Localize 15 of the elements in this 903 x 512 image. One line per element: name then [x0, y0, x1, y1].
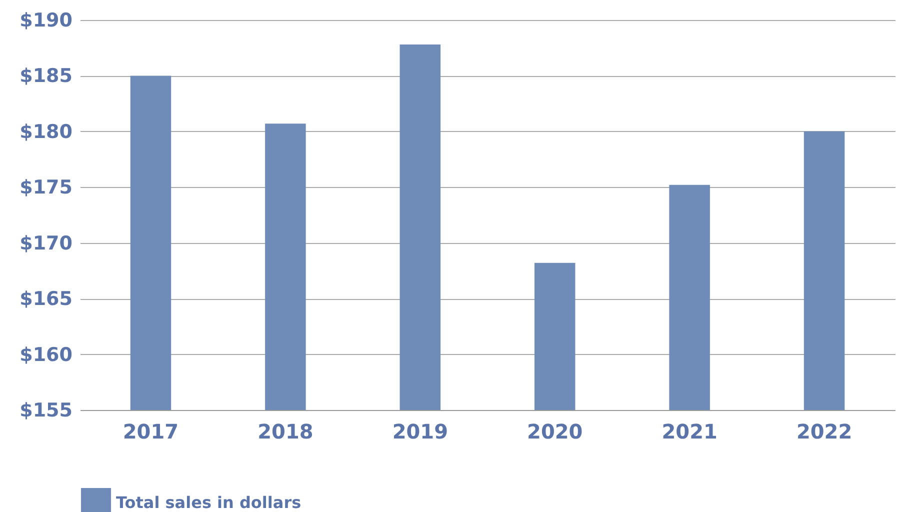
- legend-label: Total sales in dollars: [116, 493, 302, 512]
- y-tick-label: $175: [20, 176, 72, 199]
- y-tick-label: $155: [20, 400, 72, 422]
- x-tick-label: 2017: [122, 420, 179, 444]
- x-tick-label: 2020: [527, 420, 583, 444]
- x-tick-label: 2022: [796, 420, 852, 444]
- x-tick-label: 2021: [662, 420, 718, 444]
- y-tick-label: $165: [20, 288, 72, 310]
- x-tick-label: 2019: [392, 420, 448, 444]
- x-tick-label: 2018: [258, 420, 314, 444]
- y-tick-label: $190: [20, 10, 72, 32]
- y-tick-label: $170: [20, 232, 72, 254]
- y-tick-label: $180: [20, 120, 72, 143]
- y-tick-label: $160: [20, 344, 72, 366]
- y-tick-label: $185: [20, 65, 72, 88]
